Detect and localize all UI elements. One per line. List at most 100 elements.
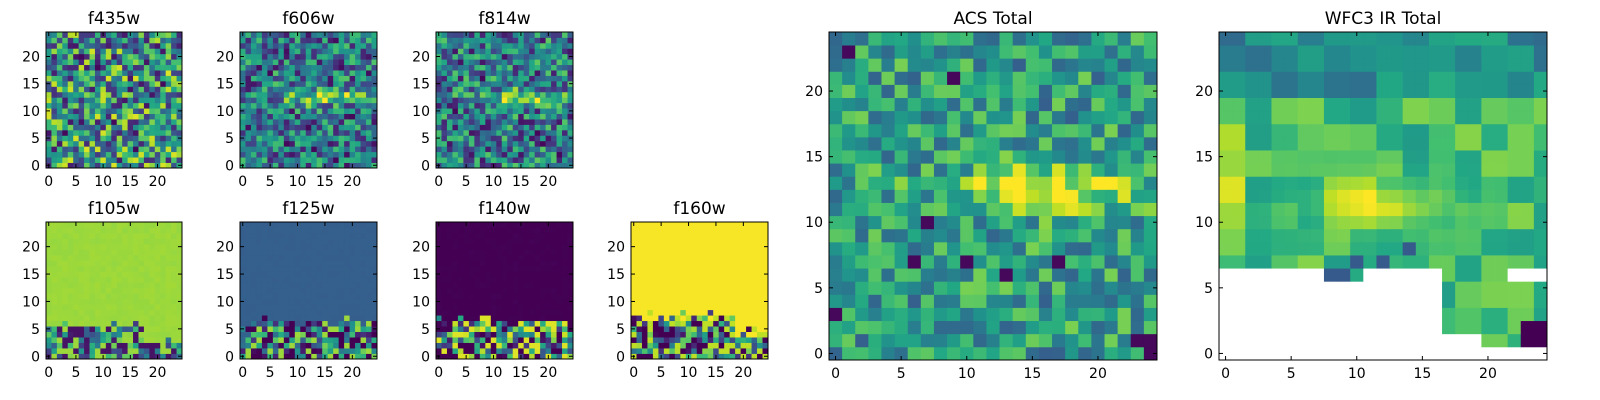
heatmap-cell bbox=[46, 91, 52, 98]
heatmap-cell bbox=[322, 129, 329, 136]
y-tick-label: 0 bbox=[225, 349, 234, 365]
heatmap-cell bbox=[105, 331, 112, 338]
heatmap-cell bbox=[490, 309, 497, 316]
heatmap-cell bbox=[545, 64, 552, 71]
heatmap-cell bbox=[46, 70, 52, 76]
heatmap-cell bbox=[94, 135, 101, 142]
heatmap-cell bbox=[78, 37, 85, 44]
heatmap-cell bbox=[349, 135, 356, 142]
heatmap-cell bbox=[51, 271, 58, 278]
heatmap-cell bbox=[523, 135, 530, 142]
heatmap-cell bbox=[305, 320, 312, 327]
heatmap-cell bbox=[327, 227, 334, 234]
heatmap-cell bbox=[360, 59, 367, 66]
heatmap-cell bbox=[529, 70, 536, 76]
heatmap-cell bbox=[171, 91, 177, 98]
heatmap-cell bbox=[46, 260, 52, 267]
heatmap-cell bbox=[73, 151, 80, 158]
heatmap-cell bbox=[355, 151, 361, 158]
heatmap-cell bbox=[327, 293, 334, 300]
heatmap-cell bbox=[261, 353, 268, 360]
heatmap-cell bbox=[545, 232, 552, 239]
heatmap-cell bbox=[446, 162, 453, 169]
heatmap-cell bbox=[62, 222, 69, 228]
heatmap-cell bbox=[707, 342, 714, 349]
heatmap-cell bbox=[702, 304, 709, 311]
heatmap-cell bbox=[311, 108, 318, 114]
heatmap-cell bbox=[176, 337, 183, 343]
heatmap-cell bbox=[171, 140, 177, 147]
heatmap-cell bbox=[100, 265, 107, 272]
heatmap-cell bbox=[67, 70, 74, 76]
heatmap-cell bbox=[84, 124, 90, 131]
heatmap-cell bbox=[446, 146, 453, 153]
heatmap-cell bbox=[518, 37, 525, 44]
heatmap-cell bbox=[371, 102, 378, 109]
heatmap-cell bbox=[463, 70, 470, 76]
heatmap-cell bbox=[322, 119, 329, 125]
heatmap-cell bbox=[556, 53, 563, 60]
heatmap-cell bbox=[289, 315, 296, 322]
heatmap-cell bbox=[446, 232, 453, 239]
heatmap-cell bbox=[360, 348, 367, 354]
heatmap-cell bbox=[523, 162, 530, 169]
heatmap-cell bbox=[305, 102, 312, 109]
heatmap-cell bbox=[1052, 228, 1066, 243]
heatmap-cell bbox=[143, 108, 150, 114]
heatmap-cell bbox=[165, 97, 172, 104]
x-tick-label: 0 bbox=[44, 365, 53, 381]
heatmap-cell bbox=[907, 268, 922, 282]
heatmap-cell bbox=[556, 37, 563, 44]
heatmap-cell bbox=[674, 243, 681, 250]
heatmap-cell bbox=[740, 315, 747, 322]
heatmap-cell bbox=[534, 129, 541, 136]
heatmap-cell bbox=[999, 333, 1014, 348]
heatmap-cell bbox=[73, 260, 80, 267]
heatmap-cell bbox=[344, 337, 350, 343]
heatmap-cell bbox=[371, 331, 378, 338]
heatmap-cell bbox=[176, 48, 183, 55]
heatmap-cell bbox=[333, 287, 340, 294]
heatmap-cell bbox=[333, 331, 340, 338]
heatmap-cell bbox=[149, 162, 156, 169]
heatmap-cell bbox=[371, 293, 378, 300]
heatmap-cell bbox=[344, 249, 350, 256]
heatmap-cell bbox=[562, 86, 568, 93]
heatmap-cell bbox=[468, 304, 475, 311]
heatmap-cell bbox=[366, 157, 372, 163]
heatmap-cell bbox=[468, 75, 475, 82]
heatmap-cell bbox=[62, 298, 69, 305]
heatmap-cell bbox=[436, 254, 442, 261]
heatmap-cell bbox=[56, 293, 63, 300]
heatmap-cell bbox=[355, 32, 361, 38]
heatmap-cell bbox=[160, 140, 167, 147]
heatmap-cell bbox=[78, 119, 85, 125]
heatmap-cell bbox=[855, 241, 869, 256]
heatmap-cell bbox=[322, 227, 329, 234]
heatmap-cell bbox=[261, 102, 268, 109]
heatmap-cell bbox=[171, 304, 177, 311]
heatmap-cell bbox=[740, 254, 747, 261]
heatmap-cell bbox=[446, 157, 453, 163]
heatmap-cell bbox=[143, 265, 150, 272]
heatmap-cell bbox=[855, 228, 869, 243]
heatmap-cell bbox=[100, 326, 107, 332]
heatmap-cell bbox=[111, 124, 118, 131]
heatmap-cell bbox=[250, 243, 257, 250]
heatmap-cell bbox=[529, 348, 536, 354]
heatmap-cell bbox=[366, 86, 372, 93]
heatmap-cell bbox=[111, 249, 118, 256]
heatmap-cell bbox=[540, 342, 546, 349]
heatmap-cell bbox=[165, 222, 172, 228]
heatmap-cell bbox=[507, 37, 514, 44]
heatmap-cell bbox=[757, 260, 763, 267]
heatmap-cell bbox=[160, 53, 167, 60]
heatmap-cell bbox=[485, 59, 492, 66]
heatmap-cell bbox=[149, 287, 156, 294]
heatmap-cell bbox=[62, 48, 69, 55]
heatmap-cell bbox=[165, 37, 172, 44]
heatmap-cell bbox=[1012, 333, 1027, 348]
heatmap-cell bbox=[463, 119, 470, 125]
heatmap-cell bbox=[842, 268, 856, 282]
heatmap-cell bbox=[567, 337, 574, 343]
